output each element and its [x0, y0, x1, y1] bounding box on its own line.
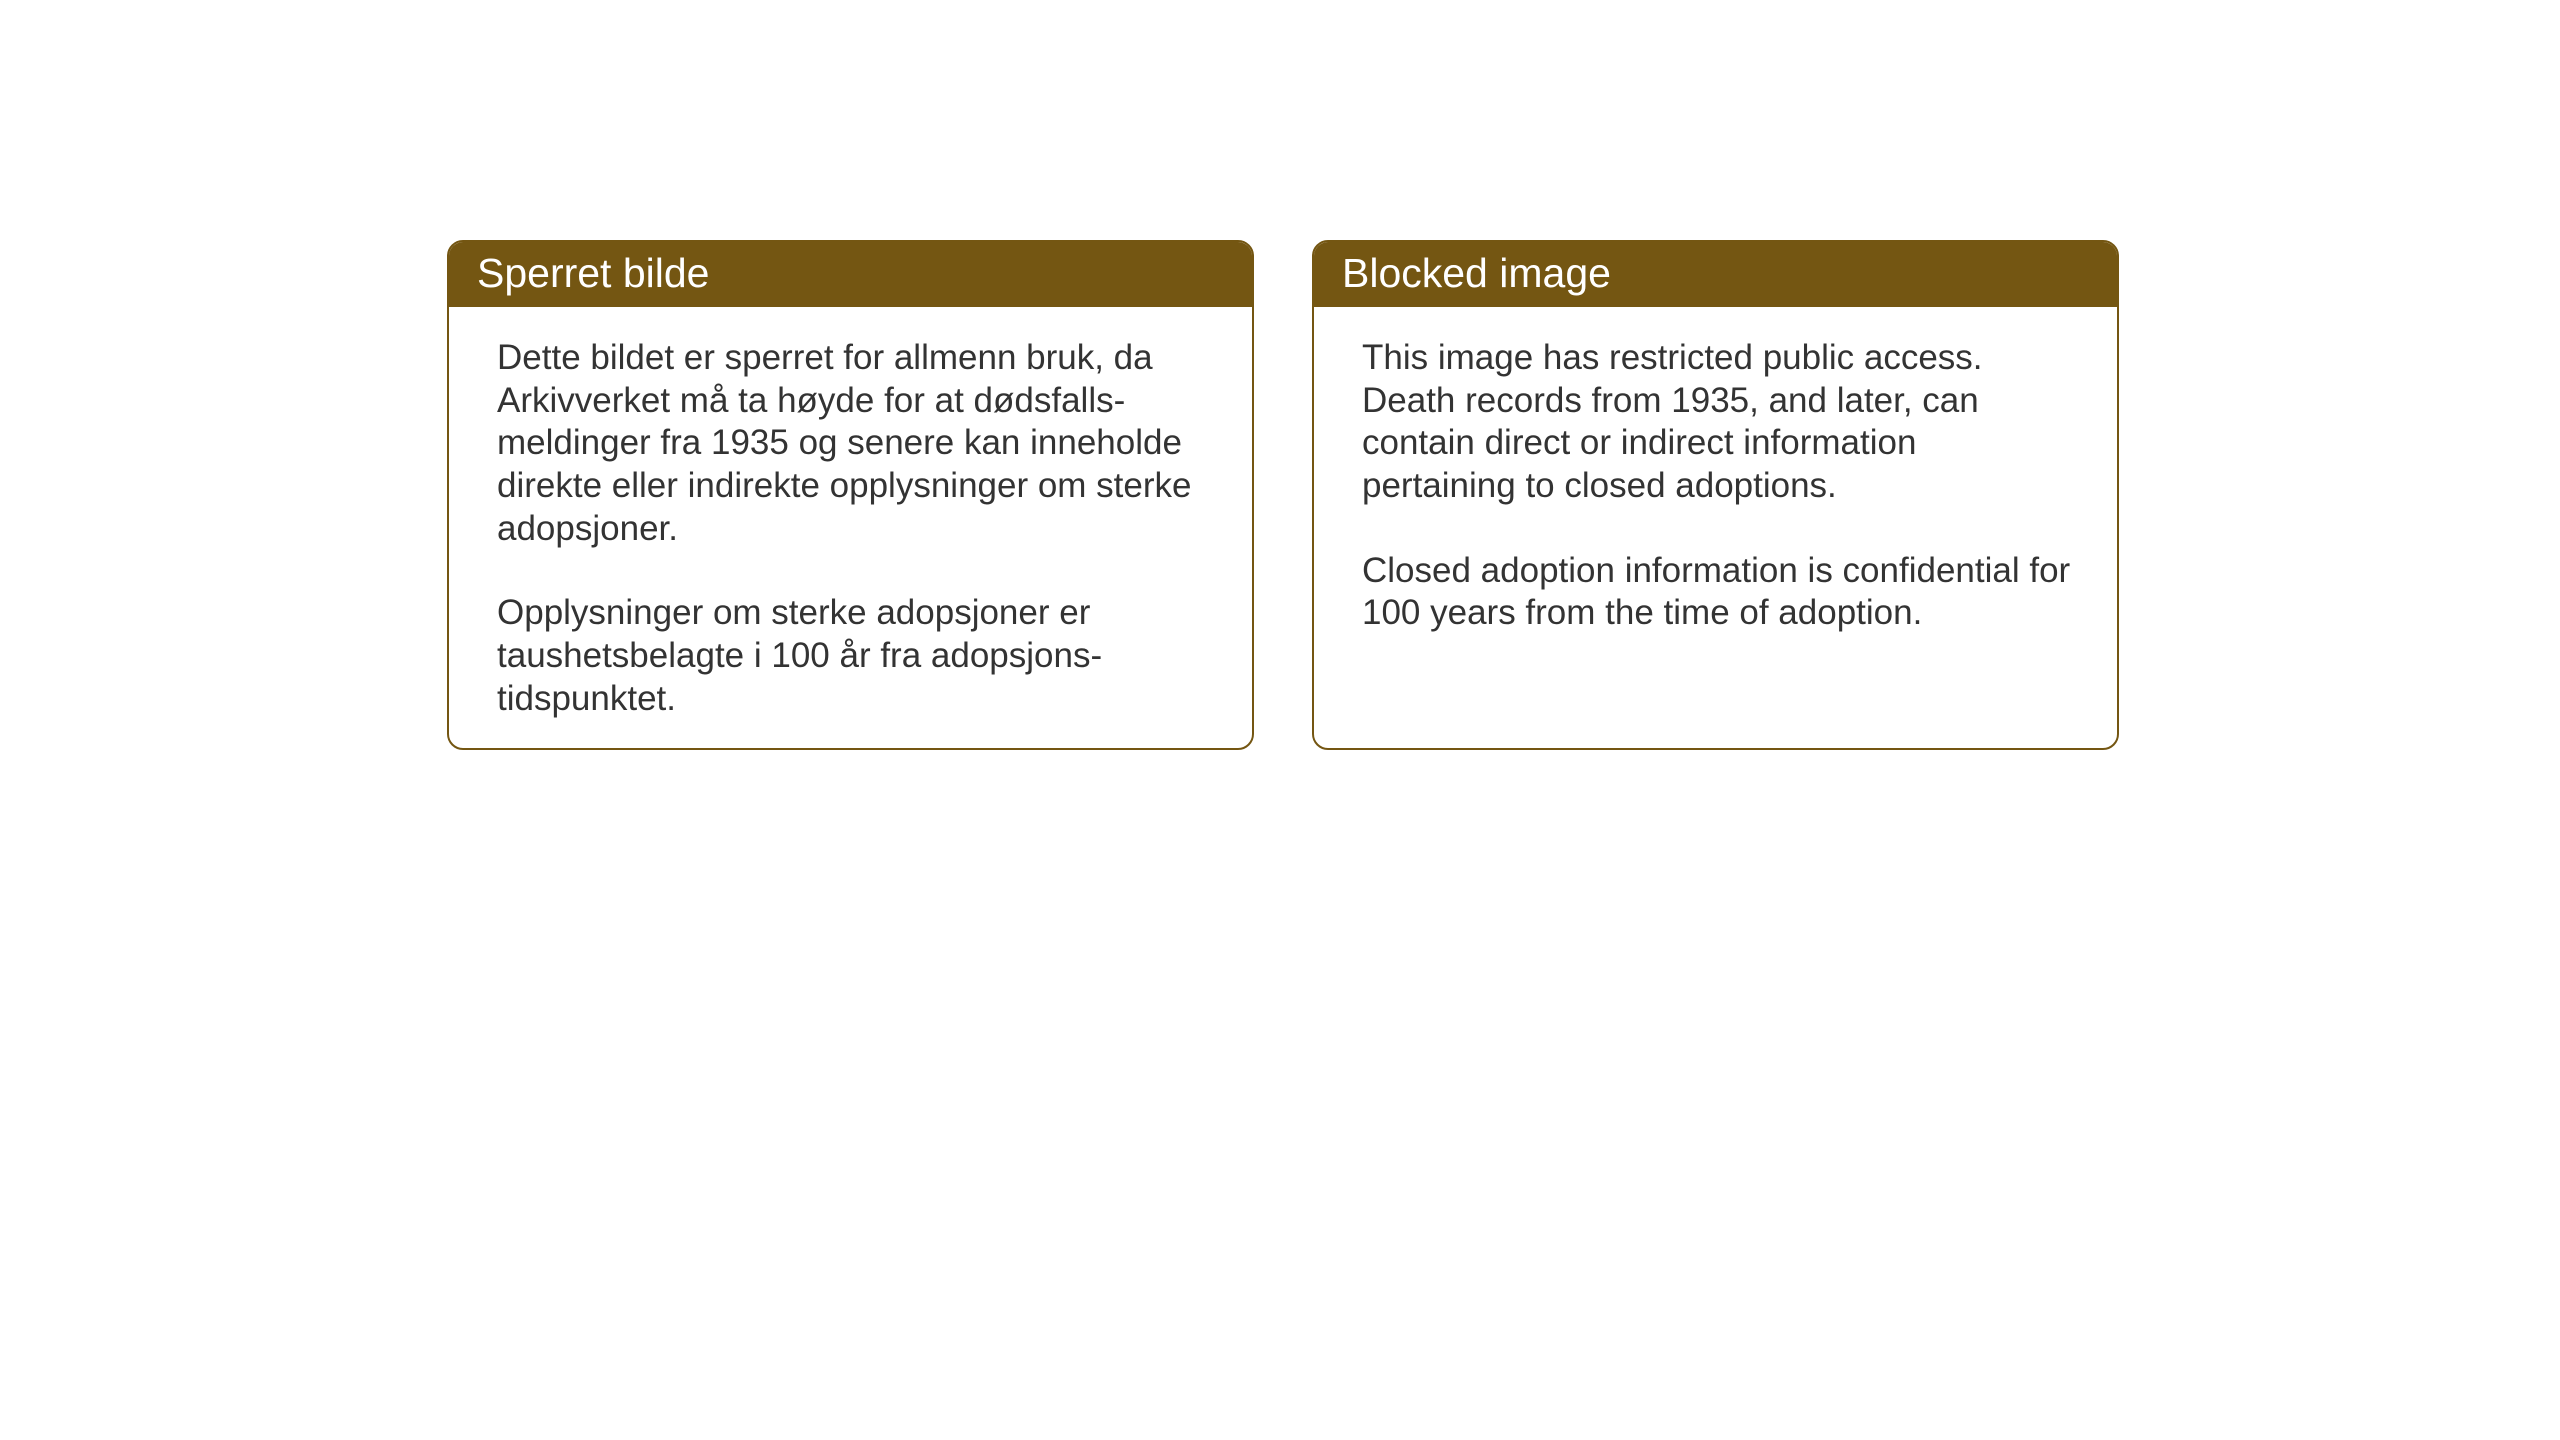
notice-container: Sperret bilde Dette bildet er sperret fo… — [447, 240, 2119, 750]
norwegian-notice-box: Sperret bilde Dette bildet er sperret fo… — [447, 240, 1254, 750]
english-notice-body: This image has restricted public access.… — [1314, 307, 2117, 665]
norwegian-paragraph-2: Opplysninger om sterke adopsjoner er tau… — [497, 592, 1210, 720]
english-paragraph-2: Closed adoption information is confident… — [1362, 550, 2075, 635]
norwegian-paragraph-1: Dette bildet er sperret for allmenn bruk… — [497, 337, 1210, 550]
english-notice-box: Blocked image This image has restricted … — [1312, 240, 2119, 750]
english-notice-title: Blocked image — [1314, 242, 2117, 307]
english-paragraph-1: This image has restricted public access.… — [1362, 337, 2075, 508]
norwegian-notice-body: Dette bildet er sperret for allmenn bruk… — [449, 307, 1252, 750]
norwegian-notice-title: Sperret bilde — [449, 242, 1252, 307]
